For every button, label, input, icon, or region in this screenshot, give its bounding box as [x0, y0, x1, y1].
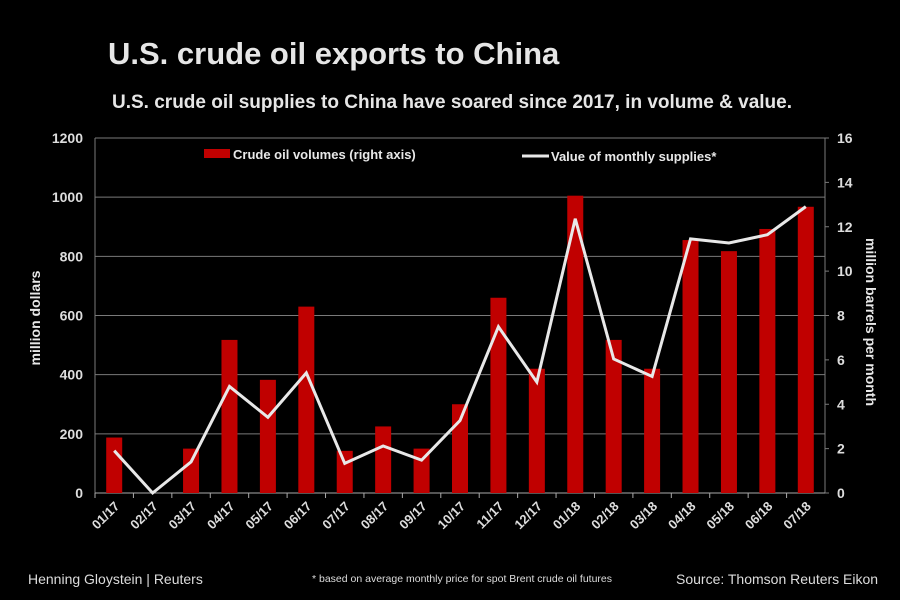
x-tick-label: 07/18	[780, 499, 814, 533]
bar	[528, 368, 545, 493]
y-right-tick-label: 8	[837, 308, 845, 324]
legend-bar-swatch	[204, 149, 230, 158]
x-tick-label: 04/17	[204, 499, 238, 533]
bar	[797, 206, 814, 493]
legend-bar-label: Crude oil volumes (right axis)	[233, 147, 416, 162]
x-tick-label: 03/17	[166, 499, 200, 533]
y-right-tick-label: 12	[837, 219, 853, 235]
x-tick-label: 06/17	[281, 499, 315, 533]
x-tick-label: 12/17	[511, 499, 545, 533]
y-right-axis-label: million barrels per month	[863, 238, 879, 406]
y-tick-label: 400	[60, 367, 84, 383]
y-right-tick-label: 4	[837, 396, 845, 412]
y-right-tick-label: 14	[837, 174, 853, 190]
source: Source: Thomson Reuters Eikon	[676, 571, 879, 587]
x-tick-label: 01/17	[89, 499, 123, 533]
bar	[682, 240, 699, 493]
bar	[375, 426, 392, 493]
legend-line-label: Value of monthly supplies*	[551, 149, 717, 164]
x-tick-label: 02/18	[588, 499, 622, 533]
bar	[106, 437, 123, 493]
y-tick-label: 1000	[52, 189, 83, 205]
y-right-tick-label: 2	[837, 441, 845, 457]
bar	[605, 339, 622, 493]
y-tick-label: 0	[75, 485, 83, 501]
x-tick-label: 08/17	[358, 499, 392, 533]
y-right-tick-label: 10	[837, 263, 853, 279]
x-tick-label: 06/18	[742, 499, 776, 533]
y-right-tick-label: 0	[837, 485, 845, 501]
bar	[298, 306, 315, 493]
footnote: * based on average monthly price for spo…	[312, 573, 612, 585]
bar	[183, 448, 200, 493]
bar	[490, 297, 507, 493]
x-tick-label: 05/17	[242, 499, 276, 533]
bar	[644, 368, 661, 493]
x-tick-label: 11/17	[473, 499, 506, 532]
bar	[259, 379, 276, 493]
chart-subtitle: U.S. crude oil supplies to China have so…	[112, 92, 793, 113]
bar	[759, 228, 776, 493]
x-tick-label: 05/18	[703, 499, 737, 533]
x-tick-label: 09/17	[396, 499, 430, 533]
x-tick-label: 03/18	[627, 499, 661, 533]
y-tick-label: 800	[60, 248, 84, 264]
y-tick-label: 1200	[52, 130, 83, 146]
bar	[336, 450, 353, 493]
y-tick-label: 200	[60, 426, 84, 442]
x-tick-label: 10/17	[435, 499, 469, 533]
bar	[720, 251, 737, 493]
y-right-tick-label: 6	[837, 352, 845, 368]
y-right-tick-label: 16	[837, 130, 853, 146]
bar	[567, 195, 584, 493]
x-tick-label: 02/17	[127, 499, 161, 533]
y-axis-label: million dollars	[27, 270, 43, 365]
credit: Henning Gloystein | Reuters	[28, 571, 203, 587]
x-tick-label: 07/17	[319, 499, 353, 533]
chart-title: U.S. crude oil exports to China	[108, 36, 560, 71]
bar	[221, 339, 238, 493]
x-tick-label: 04/18	[665, 499, 699, 533]
x-tick-label: 01/18	[550, 499, 584, 533]
y-tick-label: 600	[60, 308, 84, 324]
